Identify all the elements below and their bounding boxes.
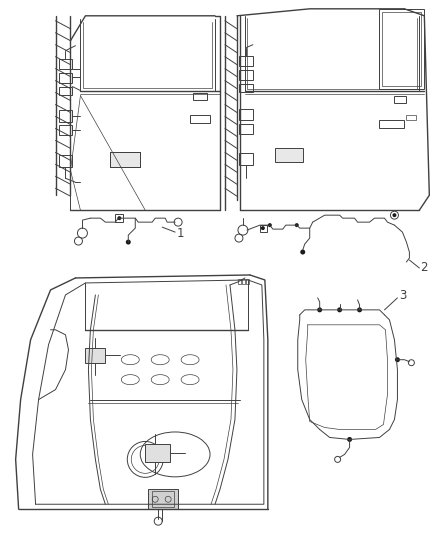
Bar — [85, 348, 106, 362]
Text: 3: 3 — [399, 289, 407, 302]
Bar — [110, 152, 140, 167]
Circle shape — [117, 216, 121, 220]
Bar — [190, 116, 210, 124]
Bar — [382, 12, 421, 86]
Bar — [395, 95, 406, 102]
Bar — [275, 148, 303, 163]
Bar — [239, 70, 253, 79]
Circle shape — [126, 240, 131, 245]
Bar — [239, 84, 253, 92]
Circle shape — [268, 223, 272, 227]
Bar — [239, 109, 253, 120]
Bar — [152, 491, 174, 507]
Bar — [59, 72, 72, 83]
Bar — [59, 125, 72, 135]
Circle shape — [317, 308, 322, 312]
Bar — [239, 154, 253, 165]
Circle shape — [295, 223, 299, 227]
Text: 2: 2 — [420, 262, 428, 274]
Bar — [239, 124, 253, 134]
Bar — [242, 279, 245, 284]
Circle shape — [300, 249, 305, 255]
Bar — [145, 445, 170, 462]
Bar — [379, 9, 424, 88]
Bar — [246, 279, 249, 284]
Bar — [406, 116, 417, 120]
Bar — [238, 279, 241, 284]
Bar — [59, 59, 72, 69]
Circle shape — [357, 308, 362, 312]
Bar — [260, 225, 267, 232]
Bar — [379, 120, 404, 128]
Bar — [148, 489, 178, 509]
Bar — [59, 110, 72, 123]
Bar — [110, 152, 140, 167]
Bar — [59, 86, 72, 94]
Circle shape — [261, 226, 265, 230]
Bar — [115, 214, 124, 222]
Bar — [59, 155, 72, 167]
Bar — [239, 55, 253, 66]
Circle shape — [395, 357, 400, 362]
Circle shape — [347, 437, 352, 442]
Bar — [193, 93, 207, 100]
Text: 1: 1 — [177, 227, 185, 240]
Circle shape — [337, 308, 342, 312]
Circle shape — [392, 213, 396, 217]
